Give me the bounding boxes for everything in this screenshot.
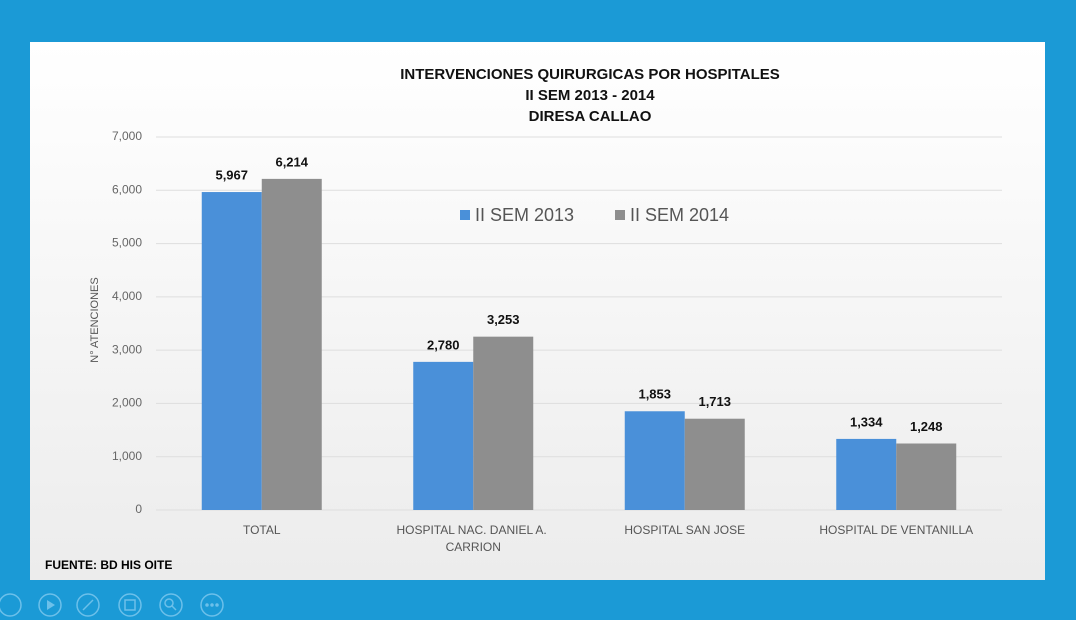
toolbar — [0, 593, 224, 617]
x-tick-label: HOSPITAL NAC. DANIEL A. CARRION — [396, 523, 550, 554]
data-label: 1,853 — [638, 387, 671, 402]
data-label: 3,253 — [487, 312, 520, 327]
y-tick-label: 2,000 — [112, 396, 142, 410]
zoom-button[interactable] — [159, 593, 183, 617]
bar — [624, 411, 685, 510]
y-tick-label: 4,000 — [112, 289, 142, 303]
bar — [473, 336, 534, 510]
x-tick-label: TOTAL — [243, 523, 281, 537]
x-tick-label: HOSPITAL SAN JOSE — [624, 523, 745, 537]
source-note: FUENTE: BD HIS OITE — [45, 558, 172, 572]
y-tick-label: 0 — [135, 502, 142, 516]
chart-title: II SEM 2013 - 2014 — [525, 87, 655, 104]
y-axis-label: N° ATENCIONES — [89, 277, 101, 363]
bar — [836, 438, 897, 510]
y-tick-label: 7,000 — [112, 129, 142, 143]
bar — [413, 361, 474, 510]
bar — [201, 192, 262, 511]
y-tick-label: 5,000 — [112, 236, 142, 250]
data-label: 1,248 — [910, 419, 943, 434]
legend-swatch — [460, 210, 470, 220]
y-tick-label: 6,000 — [112, 182, 142, 196]
data-label: 1,713 — [698, 394, 731, 409]
bar — [261, 178, 322, 510]
x-tick-label: HOSPITAL DE VENTANILLA — [819, 523, 973, 537]
chart-title: DIRESA CALLAO — [529, 108, 652, 125]
more-button[interactable] — [200, 593, 224, 617]
prev-button[interactable] — [0, 593, 22, 617]
legend-swatch — [615, 210, 625, 220]
y-tick-label: 3,000 — [112, 342, 142, 356]
bar — [896, 443, 957, 510]
play-button[interactable] — [38, 593, 62, 617]
bar — [684, 418, 745, 510]
chart-title: INTERVENCIONES QUIRURGICAS POR HOSPITALE… — [400, 66, 780, 83]
pen-button[interactable] — [76, 593, 100, 617]
legend-label: II SEM 2014 — [630, 205, 729, 225]
y-tick-label: 1,000 — [112, 449, 142, 463]
data-label: 2,780 — [427, 337, 460, 352]
legend-label: II SEM 2013 — [475, 205, 574, 225]
data-label: 5,967 — [215, 167, 248, 182]
data-label: 6,214 — [275, 154, 308, 169]
data-label: 1,334 — [850, 414, 883, 429]
slides-button[interactable] — [118, 593, 142, 617]
